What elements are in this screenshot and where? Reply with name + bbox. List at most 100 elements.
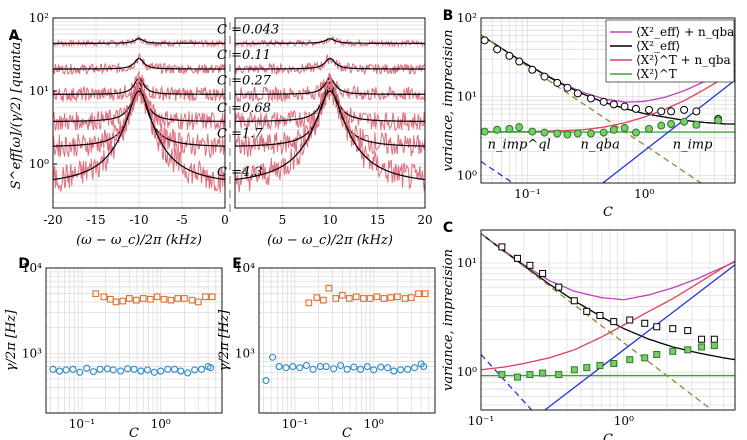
point-lower xyxy=(397,366,405,374)
point-upper xyxy=(153,293,161,301)
legend-frame xyxy=(605,19,735,83)
y-axis-label: γ/2π [Hz] xyxy=(217,309,232,371)
trace-label-2: C =0.27 xyxy=(217,73,272,88)
x-tick-label-left: -15 xyxy=(86,213,105,227)
marker-eff_points xyxy=(692,107,701,116)
x-tick-label-right: 5 xyxy=(279,213,287,227)
marker-thermal_points xyxy=(653,350,661,358)
point-upper xyxy=(373,293,381,301)
marker-eff_points xyxy=(481,36,489,45)
x-tick-label: 10⁻¹ xyxy=(514,187,540,201)
y-tick-label: 10³ xyxy=(22,346,42,360)
curve-n_imp_ql xyxy=(481,354,533,410)
point-lower xyxy=(370,366,378,374)
y-tick-label: 10¹ xyxy=(457,256,477,270)
marker-eff_points xyxy=(528,65,537,74)
axes-frame xyxy=(52,17,226,209)
marker-eff_points xyxy=(710,335,718,343)
marker-eff_points xyxy=(493,45,502,54)
x-tick-label: 10⁰ xyxy=(614,414,634,428)
marker-thermal_points xyxy=(667,119,676,128)
x-tick-label-left: -20 xyxy=(43,213,62,227)
point-upper xyxy=(147,295,154,303)
curve-n_imp xyxy=(481,34,703,183)
marker-eff_points xyxy=(631,104,640,113)
marker-thermal_points xyxy=(505,124,514,133)
marker-eff_points xyxy=(653,323,661,331)
marker-eff_points xyxy=(586,94,595,103)
point-upper xyxy=(313,294,321,301)
point-upper xyxy=(320,296,327,304)
point-upper xyxy=(380,295,388,302)
x-tick-label-left: -10 xyxy=(129,213,148,227)
marker-thermal_points xyxy=(528,127,537,136)
marker-eff_points xyxy=(596,311,604,319)
point-lower xyxy=(404,365,412,373)
point-lower xyxy=(302,361,310,370)
point-upper xyxy=(202,293,209,301)
point-lower xyxy=(83,364,91,372)
panel-label-e: E xyxy=(232,256,242,272)
marker-thermal_points xyxy=(493,125,502,134)
point-upper xyxy=(188,296,196,304)
axes-frame xyxy=(234,17,426,209)
marker-thermal_points xyxy=(599,128,608,137)
marker-thermal_points xyxy=(714,116,723,125)
point-lower xyxy=(191,366,199,374)
point-lower xyxy=(124,365,132,373)
y-tick-label: 10⁴ xyxy=(235,261,255,275)
marker-eff_points xyxy=(657,107,666,116)
point-lower xyxy=(117,367,125,375)
spectrum-data-R-0 xyxy=(235,35,425,48)
marker-thermal_points xyxy=(609,125,618,134)
annotation-label: n_imp^ql xyxy=(488,137,551,152)
point-upper xyxy=(325,284,333,292)
marker-eff_points xyxy=(570,297,578,305)
point-upper xyxy=(194,298,202,306)
marker-thermal_points xyxy=(555,371,563,379)
spectrum-fit-R-5 xyxy=(235,90,425,181)
curve-n_qba xyxy=(544,264,735,410)
marker-thermal_points xyxy=(586,129,595,138)
marker-eff_points xyxy=(555,283,563,291)
spectrum-fit-L-0 xyxy=(53,38,225,44)
annotation-label: n_imp xyxy=(673,137,713,152)
point-upper xyxy=(92,290,100,298)
marker-thermal_points xyxy=(573,129,582,138)
point-upper xyxy=(401,295,409,302)
marker-thermal_points xyxy=(710,342,718,350)
marker-eff_points xyxy=(620,102,629,111)
marker-thermal_points xyxy=(553,129,562,138)
marker-eff_points xyxy=(698,335,706,343)
marker-eff_points xyxy=(526,261,534,269)
point-upper xyxy=(345,295,353,302)
marker-thermal_points xyxy=(583,364,591,372)
marker-eff_points xyxy=(513,254,521,262)
marker-eff_points xyxy=(539,269,547,277)
marker-thermal_points xyxy=(626,356,634,364)
point-lower xyxy=(330,365,338,373)
legend-label: ⟨X²_eff⟩ + n_qba xyxy=(636,25,734,39)
x-axis-label: C xyxy=(603,432,613,440)
annotation-label: n_qba xyxy=(581,137,620,152)
x-axis-label: C xyxy=(342,426,352,440)
panel-label-c: C xyxy=(443,220,453,236)
marker-thermal_points xyxy=(570,366,578,374)
marker-thermal_points xyxy=(563,130,572,139)
marker-thermal_points xyxy=(645,124,654,133)
marker-eff_points xyxy=(680,105,689,114)
x-tick-label: 10⁻¹ xyxy=(282,417,308,431)
point-lower xyxy=(171,365,179,373)
point-lower xyxy=(384,364,392,372)
x-axis-label: C xyxy=(129,426,139,440)
point-upper xyxy=(421,290,429,298)
trace-label-4: C =1.7 xyxy=(217,126,263,141)
x-tick-label-right: 15 xyxy=(370,213,385,227)
spectrum-data-R-5 xyxy=(235,81,425,193)
point-lower xyxy=(420,363,428,371)
curve-eff_plus_qba xyxy=(481,232,735,301)
marker-thermal_points xyxy=(692,120,701,129)
point-lower xyxy=(157,367,165,375)
point-upper xyxy=(394,293,401,301)
